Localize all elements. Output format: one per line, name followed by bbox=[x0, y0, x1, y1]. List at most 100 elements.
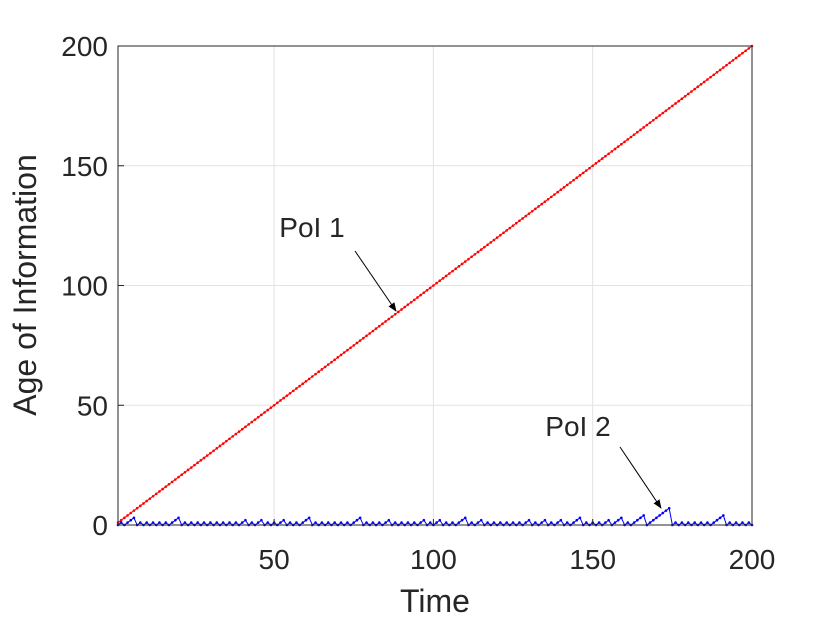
data-point bbox=[479, 518, 483, 522]
y-tick-label: 150 bbox=[61, 151, 108, 182]
data-point bbox=[747, 521, 751, 524]
data-point bbox=[371, 329, 375, 333]
data-point bbox=[352, 344, 356, 347]
data-point bbox=[422, 518, 426, 522]
data-point bbox=[304, 518, 308, 522]
data-point bbox=[279, 399, 282, 402]
data-point bbox=[333, 358, 336, 362]
data-point bbox=[371, 521, 375, 524]
data-point bbox=[600, 157, 604, 160]
data-point bbox=[514, 221, 518, 225]
data-point bbox=[438, 279, 442, 283]
data-point bbox=[492, 238, 496, 242]
data-point bbox=[693, 87, 696, 91]
data-point bbox=[569, 181, 572, 184]
data-point bbox=[667, 506, 671, 510]
x-tick-label: 150 bbox=[569, 544, 616, 575]
data-point bbox=[368, 332, 371, 335]
data-point bbox=[148, 497, 152, 500]
data-point bbox=[604, 521, 607, 524]
data-point bbox=[702, 80, 706, 84]
data-point bbox=[699, 83, 703, 86]
data-point bbox=[444, 274, 448, 278]
data-point bbox=[355, 341, 359, 345]
data-point bbox=[460, 518, 464, 522]
data-point bbox=[266, 521, 270, 524]
data-point bbox=[709, 75, 712, 79]
data-point bbox=[696, 85, 700, 89]
data-point bbox=[183, 521, 187, 524]
data-point bbox=[693, 521, 696, 524]
data-point bbox=[365, 521, 368, 524]
data-point bbox=[196, 521, 199, 524]
data-point bbox=[712, 73, 716, 77]
data-point bbox=[473, 253, 477, 256]
data-point bbox=[741, 521, 744, 524]
data-point bbox=[158, 521, 161, 524]
data-point bbox=[457, 265, 461, 268]
data-point bbox=[253, 418, 257, 421]
data-point bbox=[362, 336, 365, 340]
data-point bbox=[333, 521, 336, 524]
data-point bbox=[323, 365, 327, 369]
data-point bbox=[250, 420, 254, 424]
data-point bbox=[139, 504, 142, 508]
data-point bbox=[454, 267, 458, 271]
data-point bbox=[664, 109, 668, 112]
data-point bbox=[186, 468, 190, 472]
data-point bbox=[307, 516, 311, 520]
data-point bbox=[534, 521, 537, 524]
data-point bbox=[728, 61, 731, 65]
data-point bbox=[269, 406, 273, 409]
data-point bbox=[406, 521, 410, 524]
data-point bbox=[671, 104, 674, 108]
y-tick-label: 50 bbox=[77, 390, 108, 421]
data-point bbox=[674, 102, 677, 105]
data-point bbox=[409, 300, 413, 304]
data-point bbox=[518, 219, 521, 223]
data-point bbox=[578, 174, 582, 177]
annotation-arrow bbox=[619, 446, 662, 509]
data-point bbox=[658, 514, 661, 517]
data-point bbox=[508, 226, 512, 230]
data-point bbox=[728, 521, 731, 524]
data-point bbox=[218, 444, 222, 448]
data-point bbox=[483, 245, 486, 249]
data-point bbox=[543, 518, 547, 522]
data-point bbox=[336, 356, 340, 359]
data-point bbox=[346, 348, 349, 352]
data-point bbox=[314, 372, 317, 376]
data-point bbox=[237, 430, 241, 433]
data-point bbox=[393, 312, 397, 316]
data-point bbox=[298, 384, 301, 388]
data-point bbox=[183, 471, 187, 474]
data-point bbox=[422, 291, 426, 294]
data-point bbox=[266, 408, 270, 412]
data-point bbox=[282, 396, 285, 400]
data-point bbox=[326, 363, 330, 366]
data-point bbox=[240, 521, 244, 524]
data-point bbox=[639, 516, 642, 520]
data-point bbox=[715, 518, 719, 522]
data-point bbox=[549, 195, 553, 199]
data-point bbox=[505, 229, 508, 232]
data-point bbox=[180, 473, 184, 477]
data-point bbox=[314, 521, 317, 524]
data-point bbox=[734, 521, 738, 524]
data-point bbox=[715, 71, 719, 74]
data-point bbox=[613, 147, 617, 151]
data-point bbox=[479, 248, 483, 251]
data-point bbox=[651, 118, 655, 122]
data-point bbox=[648, 521, 652, 524]
data-point bbox=[597, 521, 601, 524]
data-point bbox=[655, 516, 658, 520]
data-point bbox=[559, 518, 563, 522]
data-point bbox=[174, 478, 177, 481]
data-point bbox=[174, 518, 177, 522]
data-point bbox=[444, 521, 448, 524]
data-point bbox=[651, 518, 655, 522]
data-point bbox=[428, 521, 432, 524]
data-point bbox=[661, 111, 665, 115]
data-point bbox=[451, 269, 454, 273]
data-point bbox=[330, 360, 333, 364]
